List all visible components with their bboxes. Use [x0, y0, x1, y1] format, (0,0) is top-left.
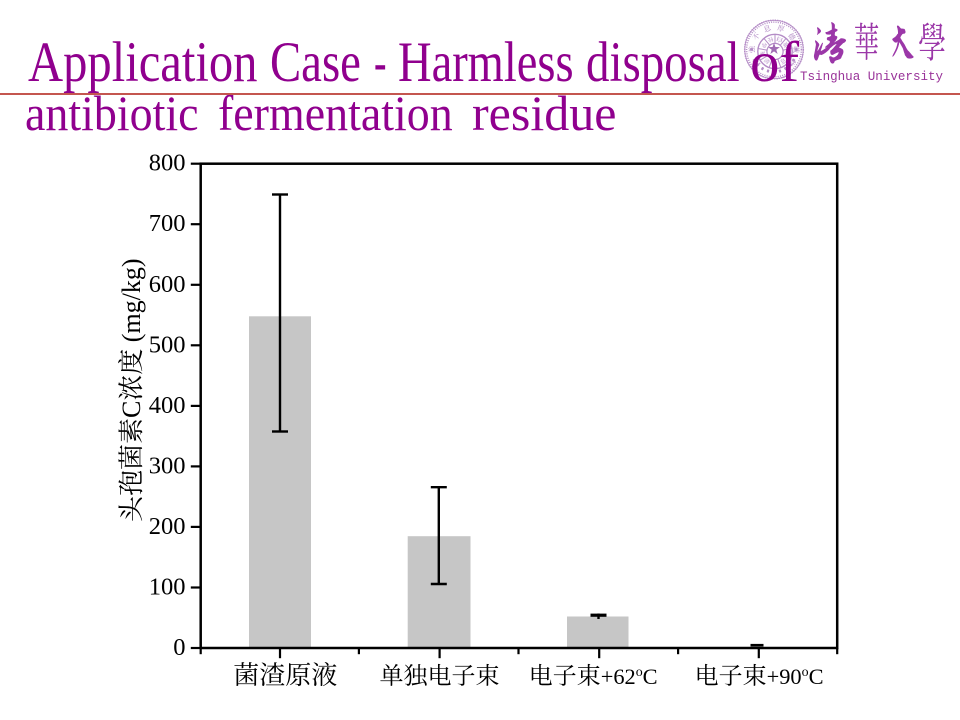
- svg-text:100: 100: [149, 574, 186, 601]
- svg-text:600: 600: [149, 271, 186, 298]
- svg-text:Tsinghua University: Tsinghua University: [800, 70, 944, 84]
- svg-text:+90oC: +90oC: [767, 664, 824, 689]
- svg-text:300: 300: [149, 452, 186, 479]
- svg-text:+62oC: +62oC: [601, 664, 658, 689]
- svg-text:500: 500: [149, 331, 186, 358]
- svg-text:400: 400: [149, 392, 186, 419]
- svg-text:700: 700: [149, 210, 186, 237]
- svg-text:(mg/kg): (mg/kg): [117, 258, 146, 348]
- svg-text:200: 200: [149, 513, 186, 540]
- svg-text:0: 0: [173, 634, 185, 661]
- svg-text:800: 800: [149, 150, 186, 177]
- svg-text:C: C: [117, 401, 146, 418]
